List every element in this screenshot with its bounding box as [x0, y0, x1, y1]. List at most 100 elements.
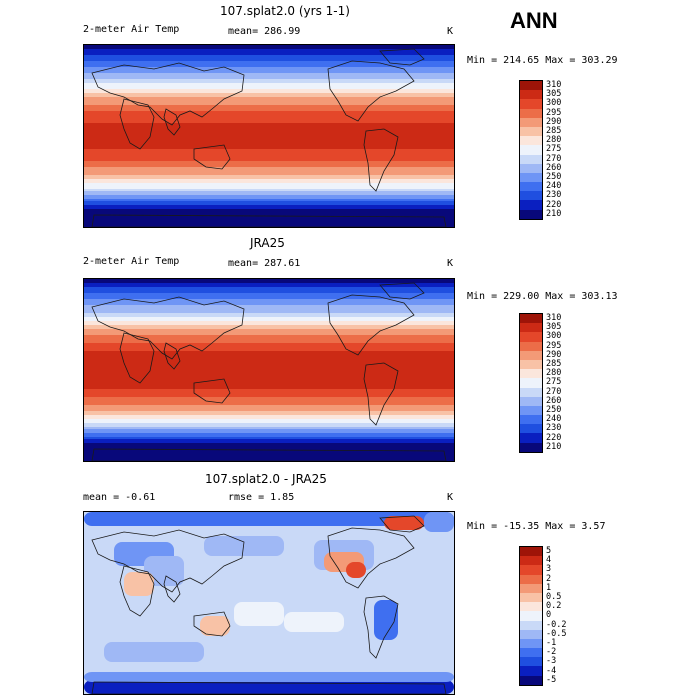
colorbar-label: 310 [546, 313, 562, 323]
colorbar-label: 230 [546, 423, 562, 434]
colorbar-label: 285 [546, 359, 562, 369]
colorbar-box [520, 209, 542, 219]
colorbar-label: 2 [546, 573, 552, 584]
colorbar-label: 3 [546, 564, 552, 575]
panel-3-minmax: Min = -15.35 Max = 3.57 [467, 521, 606, 532]
colorbar-label: 5 [546, 546, 552, 556]
colorbar-label: -1 [546, 638, 557, 648]
colorbar-box [520, 145, 542, 155]
colorbar-box [520, 200, 542, 210]
colorbar-box [520, 424, 542, 434]
colorbar-box [520, 666, 542, 676]
colorbar-label: 230 [546, 190, 562, 201]
colorbar-box [520, 172, 542, 183]
colorbar-box [520, 323, 542, 333]
colorbar-box [520, 369, 542, 379]
colorbar-label: -2 [546, 647, 557, 658]
colorbar-box [520, 565, 542, 575]
colorbar-label: 0.2 [546, 601, 562, 612]
colorbar-label: 270 [546, 153, 562, 164]
colorbar-label: 285 [546, 126, 562, 136]
colorbar-box [520, 108, 542, 118]
colorbar-label: 240 [546, 181, 562, 192]
colorbar-box [520, 182, 542, 192]
colorbar-box [520, 657, 542, 667]
panel-2-title: JRA25 [250, 236, 285, 250]
colorbar-box [520, 341, 542, 351]
panel-2-colorbar [519, 313, 543, 453]
panel-2-mean: mean= 287.61 [228, 258, 301, 269]
colorbar-label: -3 [546, 656, 557, 667]
colorbar-box [520, 99, 542, 109]
colorbar-label: 280 [546, 368, 562, 379]
colorbar-label: 275 [546, 377, 562, 388]
colorbar-box [520, 314, 542, 324]
colorbar-label: 290 [546, 116, 562, 127]
colorbar-box [520, 396, 542, 406]
colorbar-box [520, 620, 542, 630]
colorbar-label: -0.2 [546, 619, 567, 630]
colorbar-box [520, 359, 542, 370]
colorbar-box [520, 191, 542, 201]
colorbar-box [520, 387, 542, 397]
colorbar-label: 220 [546, 432, 562, 443]
colorbar-label: 260 [546, 162, 562, 173]
colorbar-label: 300 [546, 331, 562, 342]
colorbar-box [520, 415, 542, 425]
panel-2-units: K [447, 258, 454, 269]
panel-2-variable: 2-meter Air Temp [83, 256, 180, 267]
colorbar-box [520, 442, 542, 452]
colorbar-label: 210 [546, 208, 562, 219]
panel-3-title: 107.splat2.0 - JRA25 [205, 472, 327, 486]
panel-2-map [83, 278, 455, 462]
colorbar-box [520, 675, 542, 685]
colorbar-box [520, 163, 542, 173]
colorbar-label: 310 [546, 80, 562, 90]
colorbar-box [520, 117, 542, 127]
panel-3-mean: mean = -0.61 [83, 492, 156, 503]
panel-3-map [83, 511, 455, 695]
colorbar-label: -0.5 [546, 628, 567, 639]
colorbar-box [520, 583, 542, 593]
colorbar-label: 1 [546, 582, 552, 593]
colorbar-box [520, 350, 542, 360]
colorbar-label: 270 [546, 386, 562, 397]
panel-2-minmax: Min = 229.00 Max = 303.13 [467, 291, 618, 302]
colorbar-box [520, 378, 542, 388]
colorbar-box [520, 405, 542, 416]
colorbar-box [520, 547, 542, 557]
colorbar-box [520, 332, 542, 342]
colorbar-label: 280 [546, 135, 562, 146]
colorbar-box [520, 136, 542, 146]
colorbar-label: 300 [546, 98, 562, 109]
colorbar-box [520, 81, 542, 91]
map-field [84, 45, 454, 227]
colorbar-box [520, 154, 542, 164]
colorbar-box [520, 556, 542, 566]
colorbar-label: 250 [546, 405, 562, 415]
panel-3-colorbar [519, 546, 543, 686]
colorbar-box [520, 611, 542, 621]
colorbar-box [520, 90, 542, 100]
colorbar-label: 295 [546, 107, 562, 118]
colorbar-label: 250 [546, 172, 562, 182]
colorbar-label: 220 [546, 199, 562, 210]
colorbar-label: 0.5 [546, 592, 562, 602]
panel-1-mean: mean= 286.99 [228, 26, 301, 37]
colorbar-label: -4 [546, 665, 557, 676]
panel-1-minmax: Min = 214.65 Max = 303.29 [467, 55, 618, 66]
panel-1-variable: 2-meter Air Temp [83, 24, 180, 35]
colorbar-label: 260 [546, 395, 562, 406]
panel-1-map [83, 44, 455, 228]
colorbar-label: -5 [546, 674, 557, 685]
colorbar-box [520, 433, 542, 443]
colorbar-box [520, 638, 542, 649]
colorbar-box [520, 592, 542, 603]
colorbar-box [520, 602, 542, 612]
colorbar-label: 305 [546, 322, 562, 333]
panel-1-units: K [447, 26, 454, 37]
colorbar-label: 4 [546, 555, 552, 566]
season-label: ANN [510, 8, 558, 33]
colorbar-box [520, 126, 542, 137]
colorbar-label: 240 [546, 414, 562, 425]
